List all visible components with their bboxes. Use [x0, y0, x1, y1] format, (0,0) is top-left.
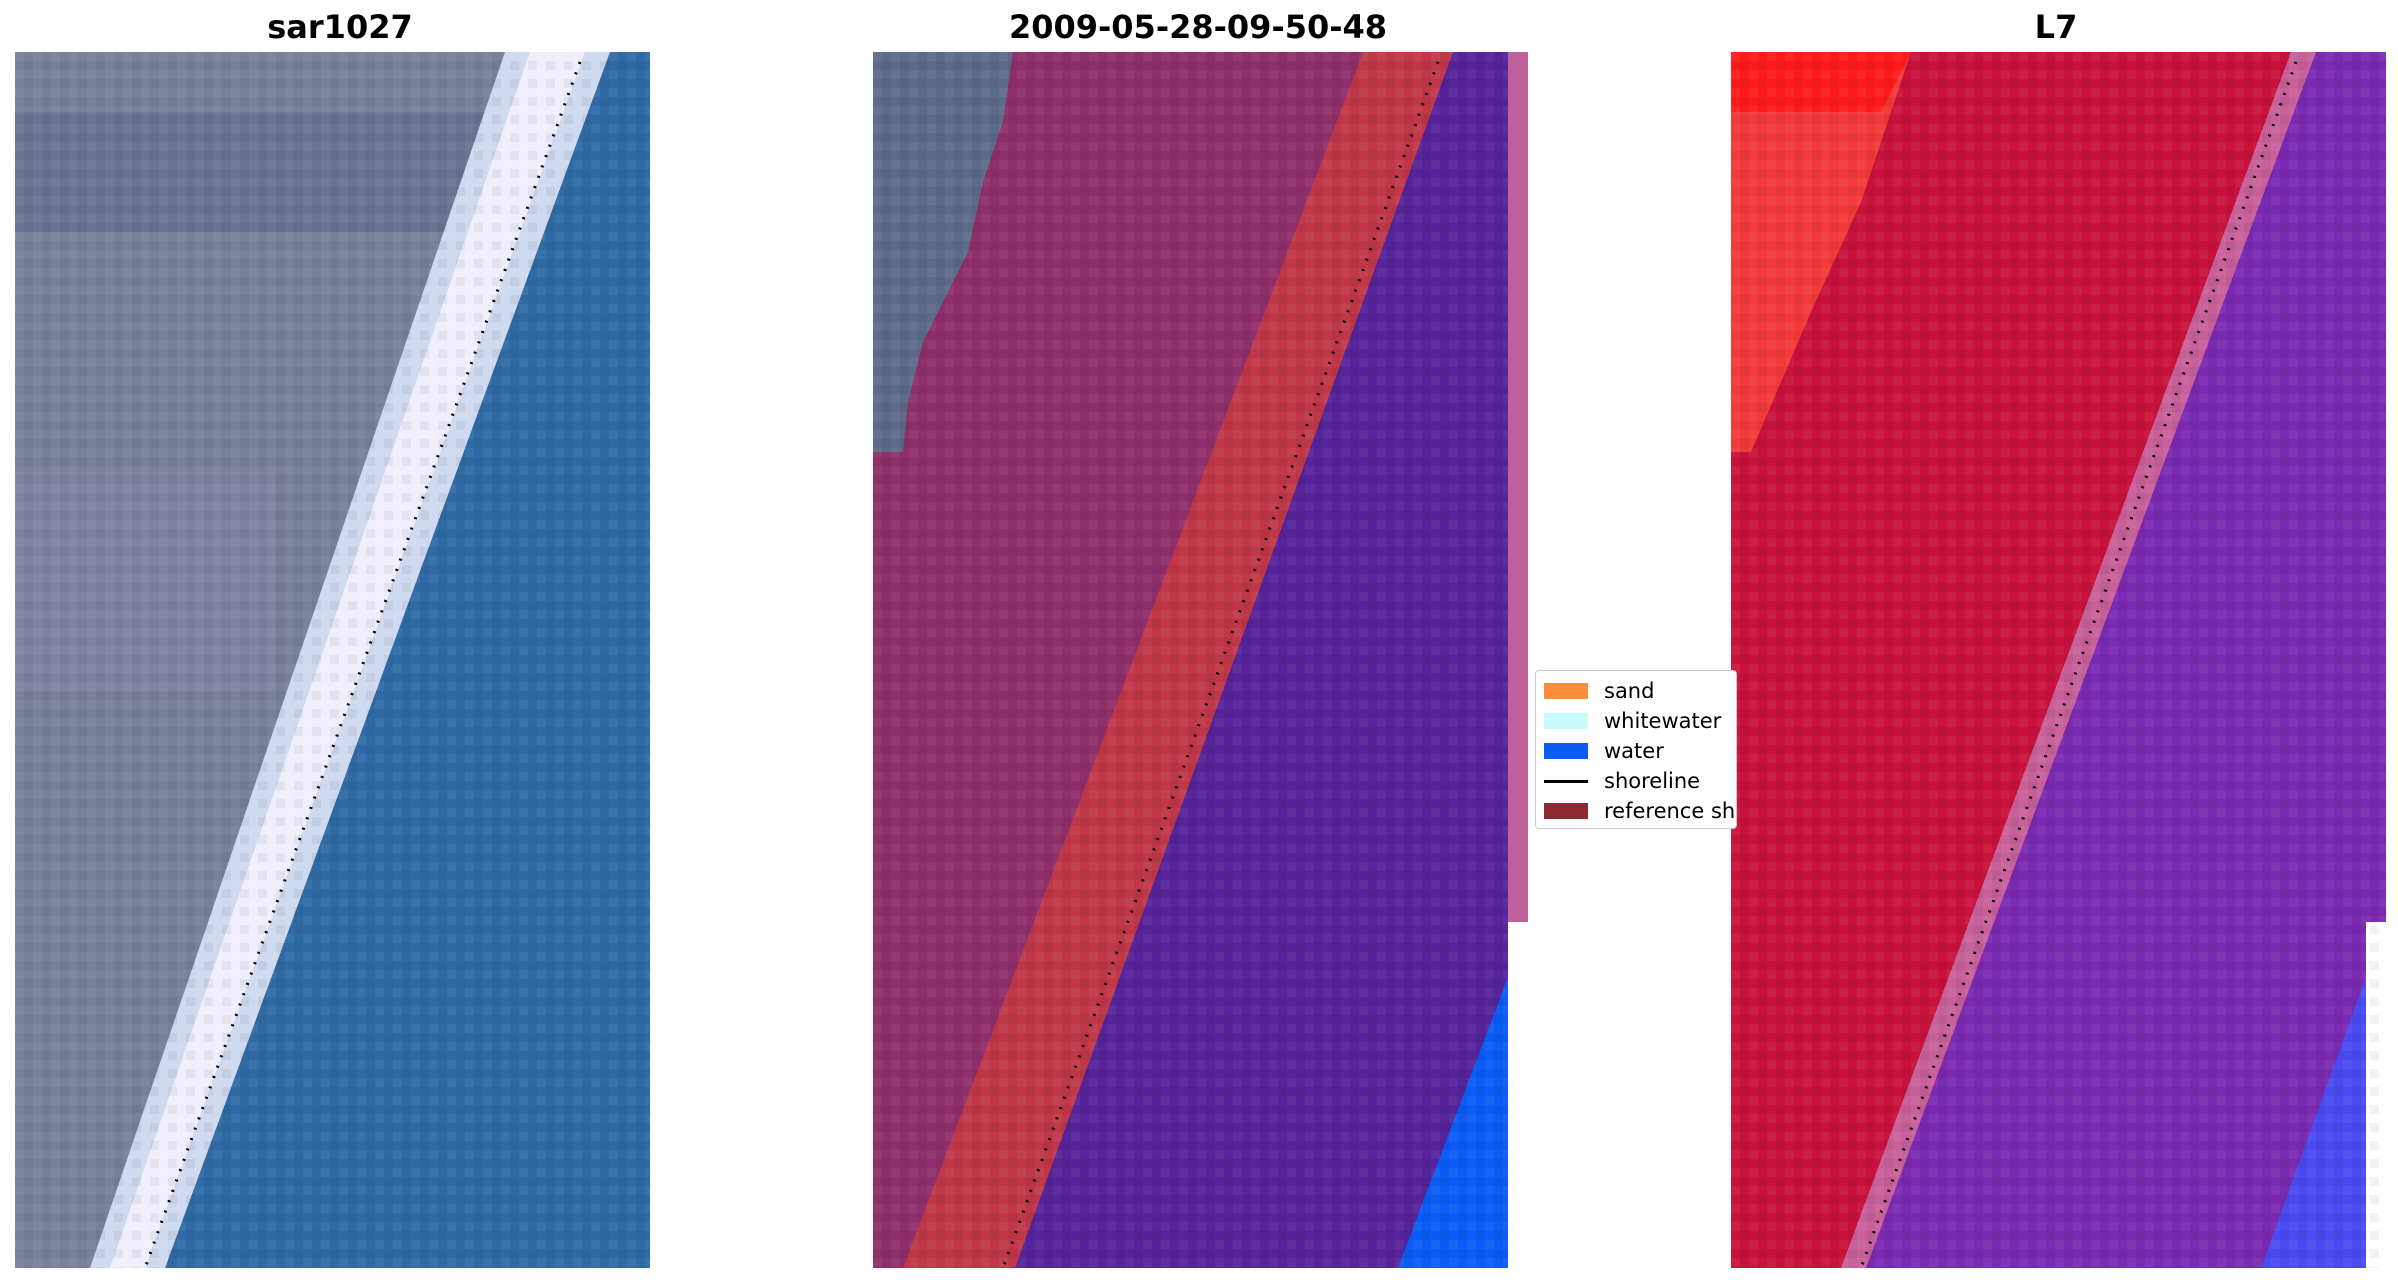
- legend-item-reference-shoreline: reference sh: [1544, 797, 1735, 825]
- shoreline-line-icon: [1544, 779, 1588, 783]
- rgb-image-panel: [15, 52, 650, 1268]
- reference-swatch: [1544, 803, 1588, 819]
- legend-item-whitewater: whitewater: [1544, 707, 1721, 735]
- legend-label: sand: [1604, 679, 1655, 703]
- legend-label: shoreline: [1604, 769, 1701, 793]
- legend: sand whitewater water shoreline referenc…: [1535, 670, 1737, 829]
- legend-item-shoreline: shoreline: [1544, 767, 1700, 795]
- panel-title-rgb: sar1027: [267, 8, 413, 46]
- index-image-panel: [1731, 52, 2386, 1268]
- legend-item-water: water: [1544, 737, 1664, 765]
- shoreline-dots-3: [1859, 61, 2298, 1268]
- shoreline-dots-2: [1001, 61, 1440, 1268]
- legend-item-sand: sand: [1544, 677, 1654, 705]
- sand-swatch: [1544, 683, 1588, 699]
- legend-label: water: [1604, 739, 1664, 763]
- legend-label: whitewater: [1604, 709, 1722, 733]
- water-swatch: [1544, 743, 1588, 759]
- edge-strip: [1508, 52, 1528, 922]
- panel-title-index: L7: [2034, 8, 2078, 46]
- panel-title-classified: 2009-05-28-09-50-48: [1008, 8, 1388, 46]
- classified-image-panel: [873, 52, 1528, 1268]
- whitewater-swatch: [1544, 713, 1588, 729]
- shoreline-dots: [143, 61, 582, 1268]
- legend-label: reference sh: [1604, 799, 1736, 823]
